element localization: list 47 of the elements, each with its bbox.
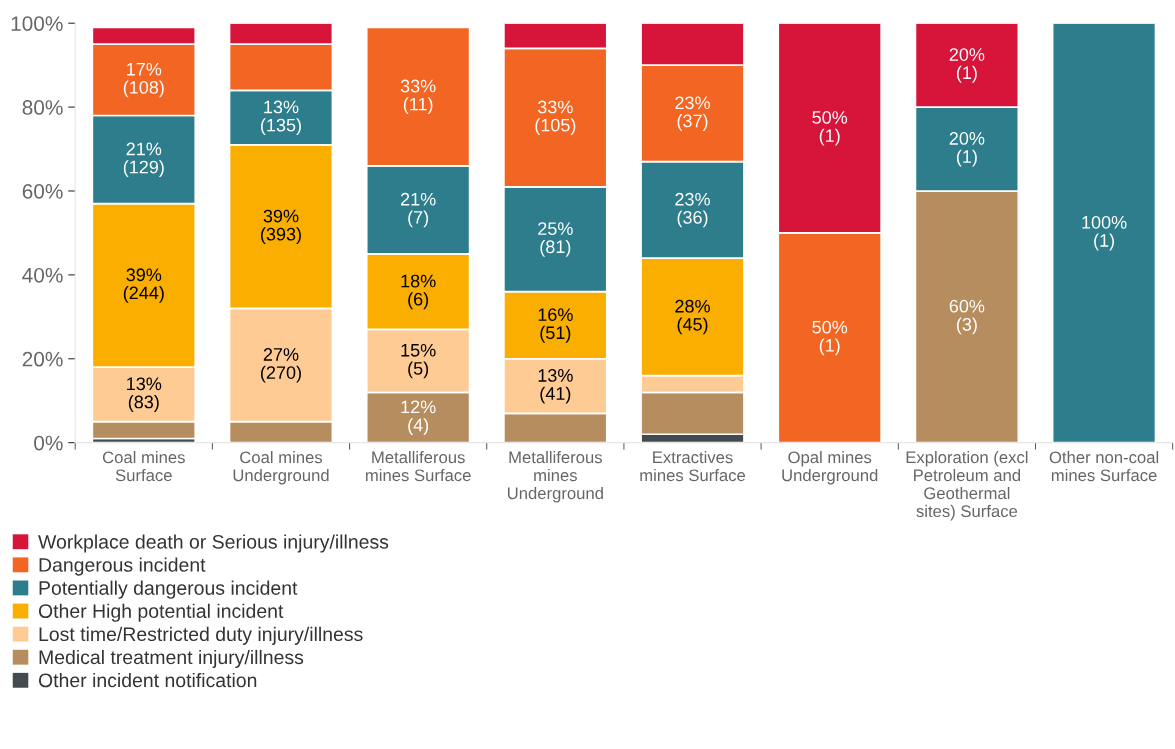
x-tick-label: Metalliferous mines Underground bbox=[507, 450, 603, 503]
y-tick-label: 60% bbox=[22, 184, 63, 199]
data-label: 33% (11) bbox=[400, 79, 436, 115]
bar bbox=[1051, 23, 1157, 443]
legend-label: Potentially dangerous incident bbox=[39, 580, 298, 599]
data-label: 15% (5) bbox=[401, 343, 436, 379]
y-tick-label: 20% bbox=[22, 351, 63, 367]
data-label: 13% (135) bbox=[261, 100, 301, 136]
data-label: 17% (108) bbox=[123, 62, 164, 98]
legend-label: Other incident notification bbox=[38, 672, 257, 688]
y-tick-label: 80% bbox=[22, 100, 63, 115]
data-label: 100% (1) bbox=[1082, 215, 1127, 251]
x-tick-label: Exploration (excl Petroleum and Geothermal sites) Surface bbox=[906, 450, 1028, 521]
data-label: 50% (1) bbox=[812, 320, 848, 356]
data-label: 20% (1) bbox=[949, 48, 985, 83]
data-label: 20% (1) bbox=[949, 132, 985, 167]
legend-label: Other High potential incident bbox=[38, 603, 284, 622]
data-label: 39% (244) bbox=[123, 268, 164, 303]
y-tick-label: 100% bbox=[11, 16, 63, 31]
x-tick-label: Metalliferous mines Surface bbox=[366, 450, 471, 482]
data-label: 23% (37) bbox=[675, 96, 710, 131]
y-tick-label: 40% bbox=[22, 267, 63, 283]
data-label: 25% (81) bbox=[538, 222, 573, 257]
x-tick-label: Opal mines Underground bbox=[782, 450, 878, 485]
data-label: 28% (45) bbox=[675, 299, 710, 335]
data-label: 50% (1) bbox=[812, 111, 848, 146]
x-tick-label: Other non-coal mines Surface bbox=[1049, 450, 1159, 482]
data-label: 33% (105) bbox=[535, 100, 576, 136]
data-label: 13% (83) bbox=[127, 377, 162, 412]
data-label: 39% (393) bbox=[261, 209, 301, 245]
data-label: 18% (6) bbox=[401, 274, 436, 310]
legend-label: Workplace death or Serious injury/illness bbox=[38, 534, 389, 553]
legend-label: Dangerous incident bbox=[39, 557, 206, 576]
legend-label: Lost time/Restricted duty injury/illness bbox=[39, 626, 363, 645]
x-tick-label: Extractives mines Surface bbox=[640, 450, 746, 482]
x-tick-label: Coal mines Surface bbox=[102, 450, 185, 482]
x-tick-label: Coal mines Underground bbox=[233, 450, 329, 485]
data-label: 21% (129) bbox=[123, 142, 164, 178]
legend-label: Medical treatment injury/illness bbox=[39, 649, 304, 669]
data-label: 27% (270) bbox=[261, 348, 301, 383]
data-label: 16% (51) bbox=[538, 308, 573, 343]
data-label: 13% (41) bbox=[538, 369, 573, 404]
y-tick-label: 0% bbox=[34, 435, 63, 451]
data-label: 12% (4) bbox=[401, 400, 436, 435]
data-label: 60% (3) bbox=[949, 299, 985, 335]
data-label: 23% (36) bbox=[675, 192, 710, 228]
data-label: 21% (7) bbox=[400, 192, 436, 228]
